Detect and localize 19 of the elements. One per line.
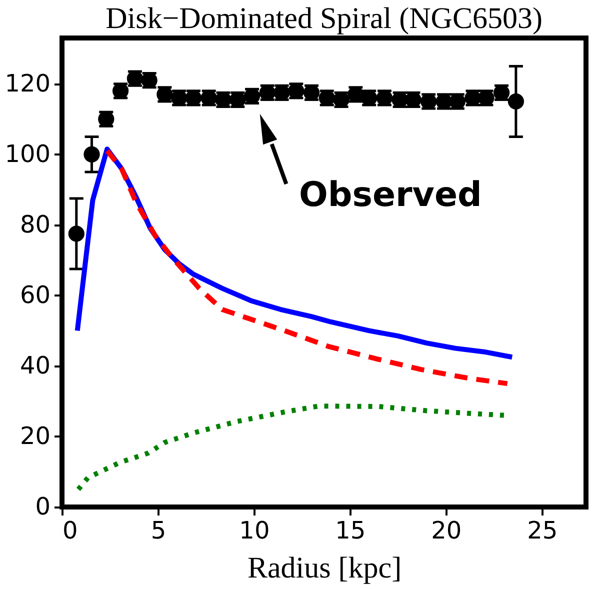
y-tick-label: 120 bbox=[4, 69, 50, 98]
x-tick-label: 15 bbox=[335, 516, 366, 544]
chart-title: Disk−Dominated Spiral (NGC6503) bbox=[106, 2, 542, 35]
annotation: Observed bbox=[299, 175, 482, 215]
x-tick-label: 25 bbox=[527, 516, 558, 544]
x-tick-label: 5 bbox=[150, 516, 166, 544]
y-tick-label: 100 bbox=[4, 140, 50, 168]
y-tick-label: 20 bbox=[20, 422, 50, 450]
x-tick-label: 10 bbox=[239, 516, 270, 544]
point bbox=[68, 226, 84, 242]
point bbox=[508, 93, 524, 110]
y-tick-label: 40 bbox=[20, 351, 50, 380]
point bbox=[84, 146, 100, 162]
y-tick-label: 0 bbox=[35, 492, 50, 520]
y-tick-label: 60 bbox=[20, 280, 50, 309]
x-axis-title: Radius [kpc] bbox=[247, 552, 402, 584]
x-tick-label: 20 bbox=[431, 516, 462, 544]
y-tick-label: 80 bbox=[20, 210, 50, 238]
x-tick-label: 0 bbox=[62, 516, 78, 544]
